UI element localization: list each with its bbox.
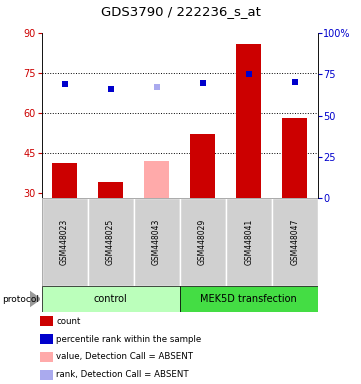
Text: value, Detection Call = ABSENT: value, Detection Call = ABSENT (56, 353, 193, 361)
Bar (272, 198, 318, 286)
Bar (98, 182, 123, 198)
Bar (40, 334, 53, 344)
Text: GSM448029: GSM448029 (198, 219, 207, 265)
Text: protocol: protocol (2, 295, 39, 303)
Text: GSM448043: GSM448043 (152, 219, 161, 265)
Bar (226, 198, 272, 286)
Bar (42, 286, 180, 312)
Bar (40, 370, 53, 380)
Text: GSM448047: GSM448047 (290, 219, 299, 265)
Bar (282, 118, 307, 198)
Bar (40, 352, 53, 362)
Text: percentile rank within the sample: percentile rank within the sample (56, 334, 201, 344)
Bar (88, 198, 134, 286)
Bar (236, 44, 261, 198)
Bar (42, 198, 88, 286)
Text: GSM448025: GSM448025 (106, 219, 115, 265)
Text: GSM448041: GSM448041 (244, 219, 253, 265)
Text: count: count (56, 316, 81, 326)
Text: control: control (94, 294, 127, 304)
Bar (180, 198, 226, 286)
Polygon shape (30, 291, 40, 307)
Bar (40, 316, 53, 326)
Bar (190, 134, 215, 198)
Bar (180, 286, 318, 312)
Text: GSM448023: GSM448023 (60, 219, 69, 265)
Text: rank, Detection Call = ABSENT: rank, Detection Call = ABSENT (56, 371, 189, 379)
Bar (134, 198, 180, 286)
Text: GDS3790 / 222236_s_at: GDS3790 / 222236_s_at (101, 5, 260, 18)
Bar (144, 161, 169, 198)
Bar (52, 164, 77, 198)
Text: MEK5D transfection: MEK5D transfection (200, 294, 297, 304)
